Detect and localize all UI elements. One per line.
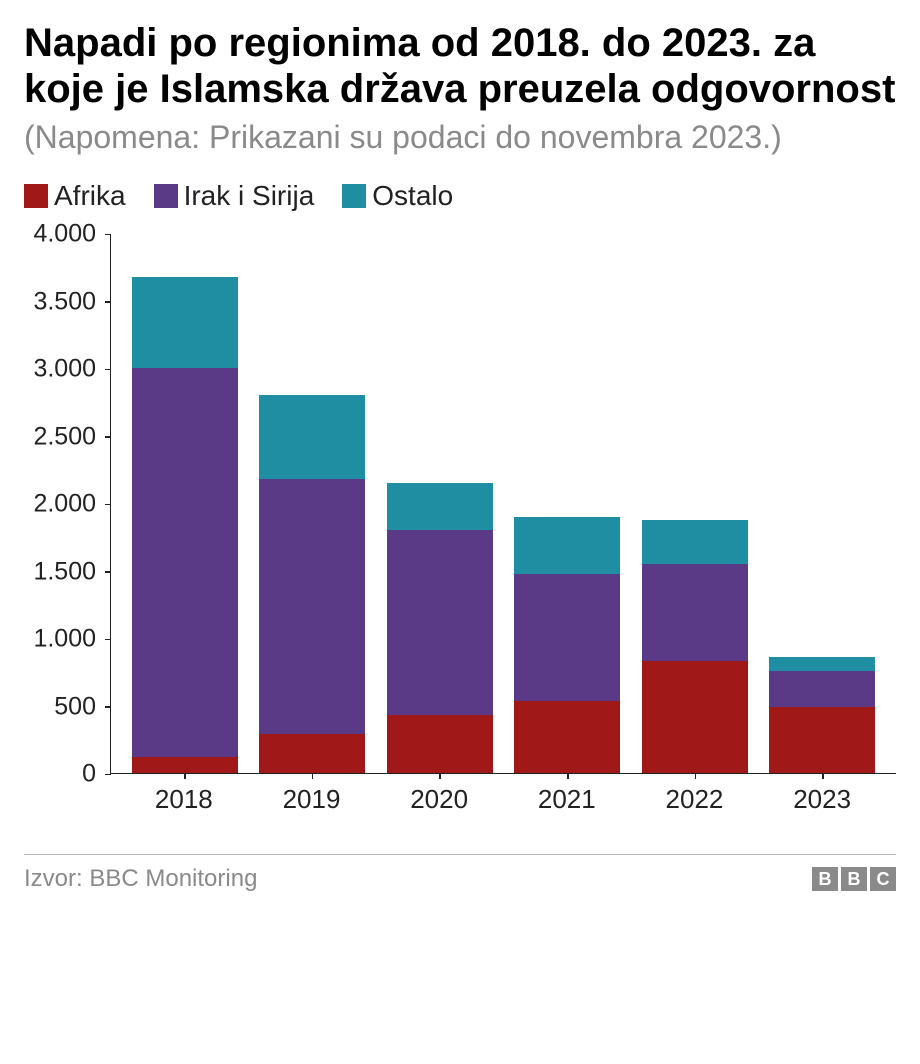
x-axis-label: 2019: [258, 784, 364, 815]
bar-stack: [514, 517, 620, 773]
y-tick-label: 2.000: [33, 490, 96, 519]
y-tick: [105, 639, 111, 641]
bar-stack: [769, 657, 875, 773]
bbc-logo-letter: B: [841, 867, 867, 891]
y-tick-label: 3.000: [33, 355, 96, 384]
footer-divider: [24, 854, 896, 855]
bar-segment: [259, 395, 365, 479]
x-tick: [695, 773, 697, 779]
y-tick: [105, 436, 111, 438]
legend-swatch: [24, 184, 48, 208]
y-tick-label: 0: [82, 760, 96, 789]
bar-segment: [259, 734, 365, 773]
x-axis-label: 2018: [131, 784, 237, 815]
bar-stack: [132, 277, 238, 774]
chart-subtitle: (Napomena: Prikazani su podaci do novemb…: [24, 118, 896, 156]
legend-swatch: [154, 184, 178, 208]
x-axis-label: 2023: [769, 784, 875, 815]
legend-swatch: [342, 184, 366, 208]
bar-segment: [132, 368, 238, 757]
source-text: Izvor: BBC Monitoring: [24, 865, 257, 893]
y-tick-label: 2.500: [33, 422, 96, 451]
y-tick-label: 500: [54, 692, 96, 721]
bar-segment: [387, 483, 493, 530]
legend-item: Irak i Sirija: [154, 180, 315, 212]
bar-stack: [642, 520, 748, 774]
bar-segment: [132, 277, 238, 369]
bbc-logo-letter: B: [812, 867, 838, 891]
bar-segment: [132, 757, 238, 773]
chart-title: Napadi po regionima od 2018. do 2023. za…: [24, 20, 896, 112]
y-tick: [105, 504, 111, 506]
legend-label: Ostalo: [372, 180, 453, 212]
bar-segment: [387, 530, 493, 715]
legend-label: Irak i Sirija: [184, 180, 315, 212]
legend-item: Ostalo: [342, 180, 453, 212]
legend: Afrika Irak i Sirija Ostalo: [24, 180, 896, 212]
bar-segment: [259, 479, 365, 734]
bar-segment: [514, 517, 620, 574]
bbc-logo-letter: C: [870, 867, 896, 891]
x-axis-label: 2020: [386, 784, 492, 815]
x-tick: [567, 773, 569, 779]
x-tick: [439, 773, 441, 779]
bar-segment: [642, 520, 748, 565]
plot-area: [110, 234, 896, 774]
y-tick: [105, 369, 111, 371]
bar-stack: [387, 483, 493, 773]
x-tick: [822, 773, 824, 779]
y-tick-label: 4.000: [33, 220, 96, 249]
y-tick: [105, 234, 111, 236]
y-tick-label: 3.500: [33, 287, 96, 316]
y-tick: [105, 706, 111, 708]
bar-segment: [514, 574, 620, 701]
x-tick: [184, 773, 186, 779]
bbc-logo: BBC: [812, 867, 896, 891]
bar-segment: [642, 661, 748, 773]
bar-segment: [514, 701, 620, 774]
x-axis-labels: 2018 2019 2020 2021 2022 2023: [110, 784, 896, 815]
bar-segment: [769, 657, 875, 671]
y-tick: [105, 301, 111, 303]
legend-item: Afrika: [24, 180, 126, 212]
bar-segment: [769, 671, 875, 707]
x-axis-label: 2022: [641, 784, 747, 815]
bar-segment: [642, 564, 748, 661]
y-tick: [105, 571, 111, 573]
y-tick-label: 1.000: [33, 625, 96, 654]
bar-segment: [769, 707, 875, 773]
y-tick: [105, 774, 111, 776]
legend-label: Afrika: [54, 180, 126, 212]
y-axis: 05001.0001.5002.0002.5003.0003.5004.000: [24, 234, 104, 774]
bar-stack: [259, 395, 365, 773]
bar-group: [111, 234, 896, 773]
bar-segment: [387, 715, 493, 773]
y-tick-label: 1.500: [33, 557, 96, 586]
x-tick: [312, 773, 314, 779]
chart: 05001.0001.5002.0002.5003.0003.5004.000 …: [24, 234, 896, 824]
footer: Izvor: BBC Monitoring BBC: [24, 865, 896, 893]
x-axis-label: 2021: [514, 784, 620, 815]
